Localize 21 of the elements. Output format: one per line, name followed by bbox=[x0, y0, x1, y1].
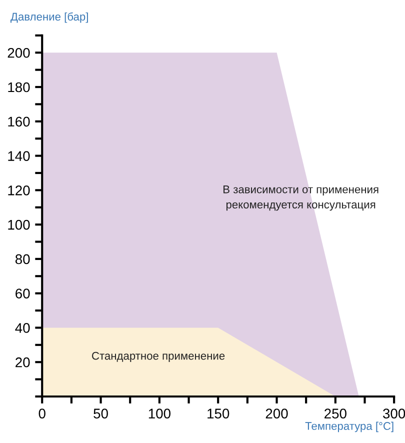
y-axis-title: Давление [бар] bbox=[10, 12, 88, 23]
y-tick-label: 60 bbox=[16, 288, 30, 298]
y-tick-label: 40 bbox=[15, 323, 30, 333]
annotation: Стандартное применение bbox=[92, 352, 225, 362]
y-tick-label: 20 bbox=[16, 357, 30, 368]
x-tick-label: 150 bbox=[208, 408, 230, 418]
annotation: В зависимости от применения рекомендуется консультация bbox=[224, 186, 378, 211]
x-tick-label: 50 bbox=[94, 408, 108, 418]
y-tick-label: 140 bbox=[8, 151, 30, 161]
y-tick-label: 180 bbox=[8, 82, 30, 92]
x-tick-label: 300 bbox=[383, 408, 405, 418]
x-tick-label: 200 bbox=[266, 408, 288, 418]
x-tick-label: 0 bbox=[38, 408, 46, 418]
x-tick-label: 100 bbox=[148, 408, 170, 418]
y-tick-label: 200 bbox=[8, 48, 30, 58]
y-tick-label: 80 bbox=[15, 254, 30, 264]
x-tick-label: 250 bbox=[324, 408, 346, 418]
y-tick-label: 120 bbox=[8, 186, 30, 196]
x-axis-title: Температура [°C] bbox=[305, 422, 394, 432]
y-tick-label: 160 bbox=[8, 116, 30, 127]
y-tick-label: 100 bbox=[8, 220, 30, 230]
